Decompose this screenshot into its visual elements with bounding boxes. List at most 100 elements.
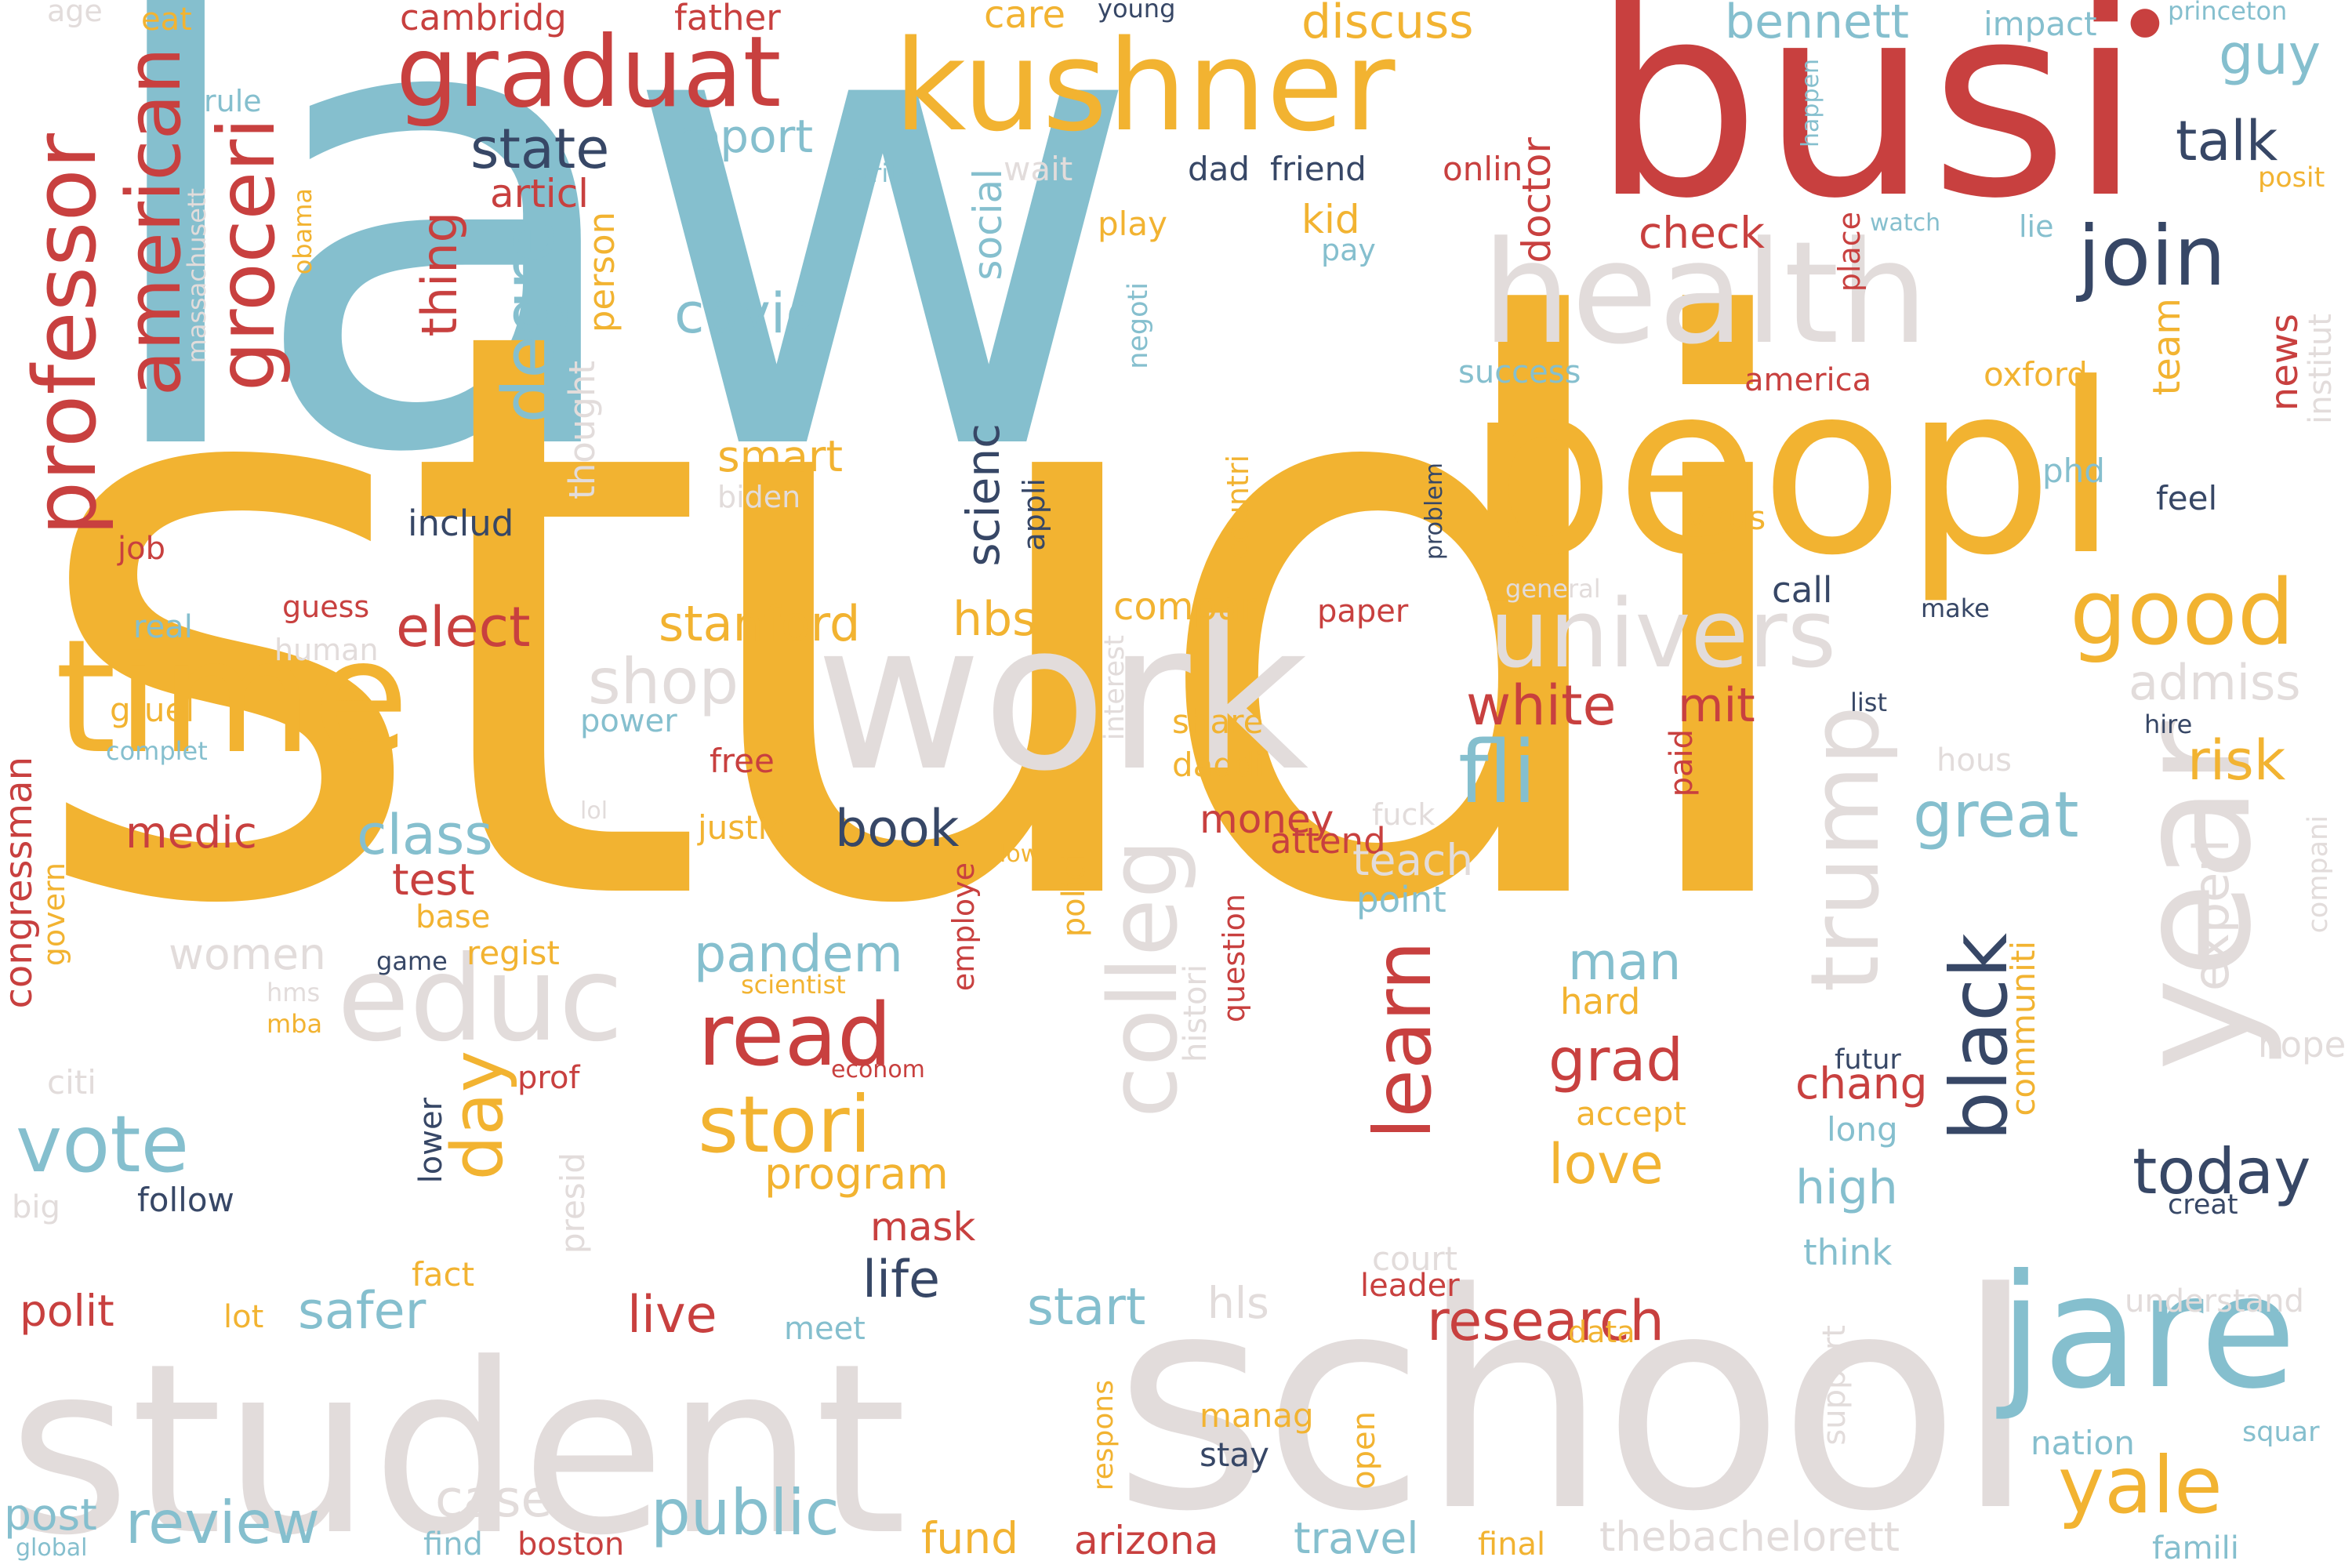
word-jare: jare <box>1999 1241 2297 1424</box>
word-money: money <box>1200 797 1334 842</box>
word-hard: hard <box>1560 981 1641 1022</box>
word-compani: compani <box>2303 815 2334 934</box>
word-play: play <box>1098 205 1167 243</box>
word-hbs: hbs <box>953 592 1037 647</box>
word-list: list <box>1850 688 1887 717</box>
word-dot: ● <box>2129 0 2161 42</box>
word-thing: thing <box>411 212 468 337</box>
word-institut: institut <box>2303 314 2339 424</box>
word-check: check <box>1639 208 1766 258</box>
word-vote: vote <box>16 1098 190 1190</box>
word-today: today <box>2132 1135 2311 1208</box>
word-accept: accept <box>1576 1094 1686 1133</box>
word-doctor: doctor <box>1514 137 1559 263</box>
word-creat: creat <box>2168 1189 2238 1221</box>
word-work: work <box>815 579 1309 816</box>
word-stori: stori <box>698 1079 872 1171</box>
word-groceri: groceri <box>201 118 292 391</box>
word-hire: hire <box>2144 710 2193 739</box>
word-start: start <box>1027 1278 1146 1337</box>
word-student: student <box>8 1313 907 1568</box>
word-peopl: peopl <box>1466 333 2119 607</box>
word-question: question <box>1217 894 1251 1023</box>
word-young: young <box>1098 0 1176 24</box>
word-impact: impact <box>1984 5 2097 43</box>
word-news: news <box>2263 314 2307 412</box>
word-learn: learn <box>1357 941 1449 1140</box>
word-thebachelorett: thebachelorett <box>1599 1514 1900 1561</box>
word-stay: stay <box>1200 1436 1269 1474</box>
word-lower: lower <box>413 1098 449 1184</box>
word-educ: educ <box>337 931 624 1068</box>
word-gruel: gruel <box>110 691 195 729</box>
word-bennett: bennett <box>1725 0 1910 49</box>
word-lol: lol <box>580 797 608 825</box>
word-report: report <box>674 110 814 163</box>
word-base: base <box>416 899 491 935</box>
word-prof: prof <box>517 1060 580 1096</box>
word-final: final <box>1478 1526 1546 1563</box>
word-presid: presid <box>554 1152 592 1254</box>
word-make: make <box>1921 593 1990 623</box>
word-understand: understand <box>2125 1283 2304 1319</box>
word-state: state <box>470 117 610 181</box>
word-long: long <box>1827 1110 1898 1149</box>
word-low: low <box>1000 840 1040 868</box>
word-econom: econom <box>831 1056 925 1083</box>
word-univers: univers <box>1490 580 1837 689</box>
word-articl: articl <box>490 171 590 216</box>
word-countri: countri <box>1221 455 1255 560</box>
word-general: general <box>1505 574 1601 604</box>
word-fund: fund <box>921 1513 1018 1563</box>
word-father: father <box>674 0 781 38</box>
word-open: open <box>1346 1411 1382 1490</box>
word-massachusett: massachusett <box>182 188 212 364</box>
word-man: man <box>1568 933 1682 992</box>
word-class: class <box>357 803 493 867</box>
word-histori: histori <box>1178 964 1214 1063</box>
word-support: support <box>1817 1325 1853 1446</box>
word-call: call <box>1772 569 1833 611</box>
word-compar: compar <box>1113 585 1257 629</box>
word-review: review <box>125 1488 321 1557</box>
word-pandem: pandem <box>694 925 903 984</box>
word-congressman: congressman <box>0 757 41 1009</box>
word-happen: happen <box>1797 59 1824 147</box>
word-life: life <box>862 1250 940 1309</box>
word-guess: guess <box>282 590 370 624</box>
word-busi: busi <box>1592 0 2143 257</box>
word-nation: nation <box>2031 1424 2135 1462</box>
word-arizona: arizona <box>1074 1518 1219 1563</box>
word-interest: interest <box>1099 635 1131 741</box>
word-famili: famili <box>2152 1530 2239 1566</box>
word-polit: polit <box>20 1286 114 1336</box>
word-studi: studi <box>24 163 1826 1076</box>
word-social: social <box>965 169 1011 281</box>
word-daddi: daddi <box>1172 746 1265 784</box>
word-princeton: princeton <box>2168 0 2288 26</box>
word-mba: mba <box>267 1009 323 1039</box>
word-pay: pay <box>1321 233 1376 267</box>
word-real: real <box>133 609 193 645</box>
word-medic: medic <box>125 808 257 858</box>
word-america: america <box>1744 362 1872 398</box>
word-american: american <box>111 47 198 397</box>
word-court: court <box>1372 1240 1458 1278</box>
word-complet: complet <box>106 736 208 766</box>
word-professor: professor <box>15 133 115 536</box>
word-elect: elect <box>396 595 531 659</box>
word-game: game <box>376 946 448 976</box>
word-join: join <box>2078 209 2227 304</box>
word-mit: mit <box>1678 678 1755 733</box>
word-test: test <box>392 855 475 905</box>
word-fli: fli <box>1458 722 1537 822</box>
word-lie: lie <box>2019 209 2054 244</box>
word-citi: citi <box>47 1063 96 1102</box>
word-free: free <box>710 742 775 780</box>
word-paper: paper <box>1317 593 1409 630</box>
word-great: great <box>1913 779 2079 851</box>
word-talk: talk <box>2176 109 2278 173</box>
word-dad: dad <box>1188 150 1250 188</box>
word-leader: leader <box>1360 1268 1460 1304</box>
word-post: post <box>4 1490 97 1540</box>
